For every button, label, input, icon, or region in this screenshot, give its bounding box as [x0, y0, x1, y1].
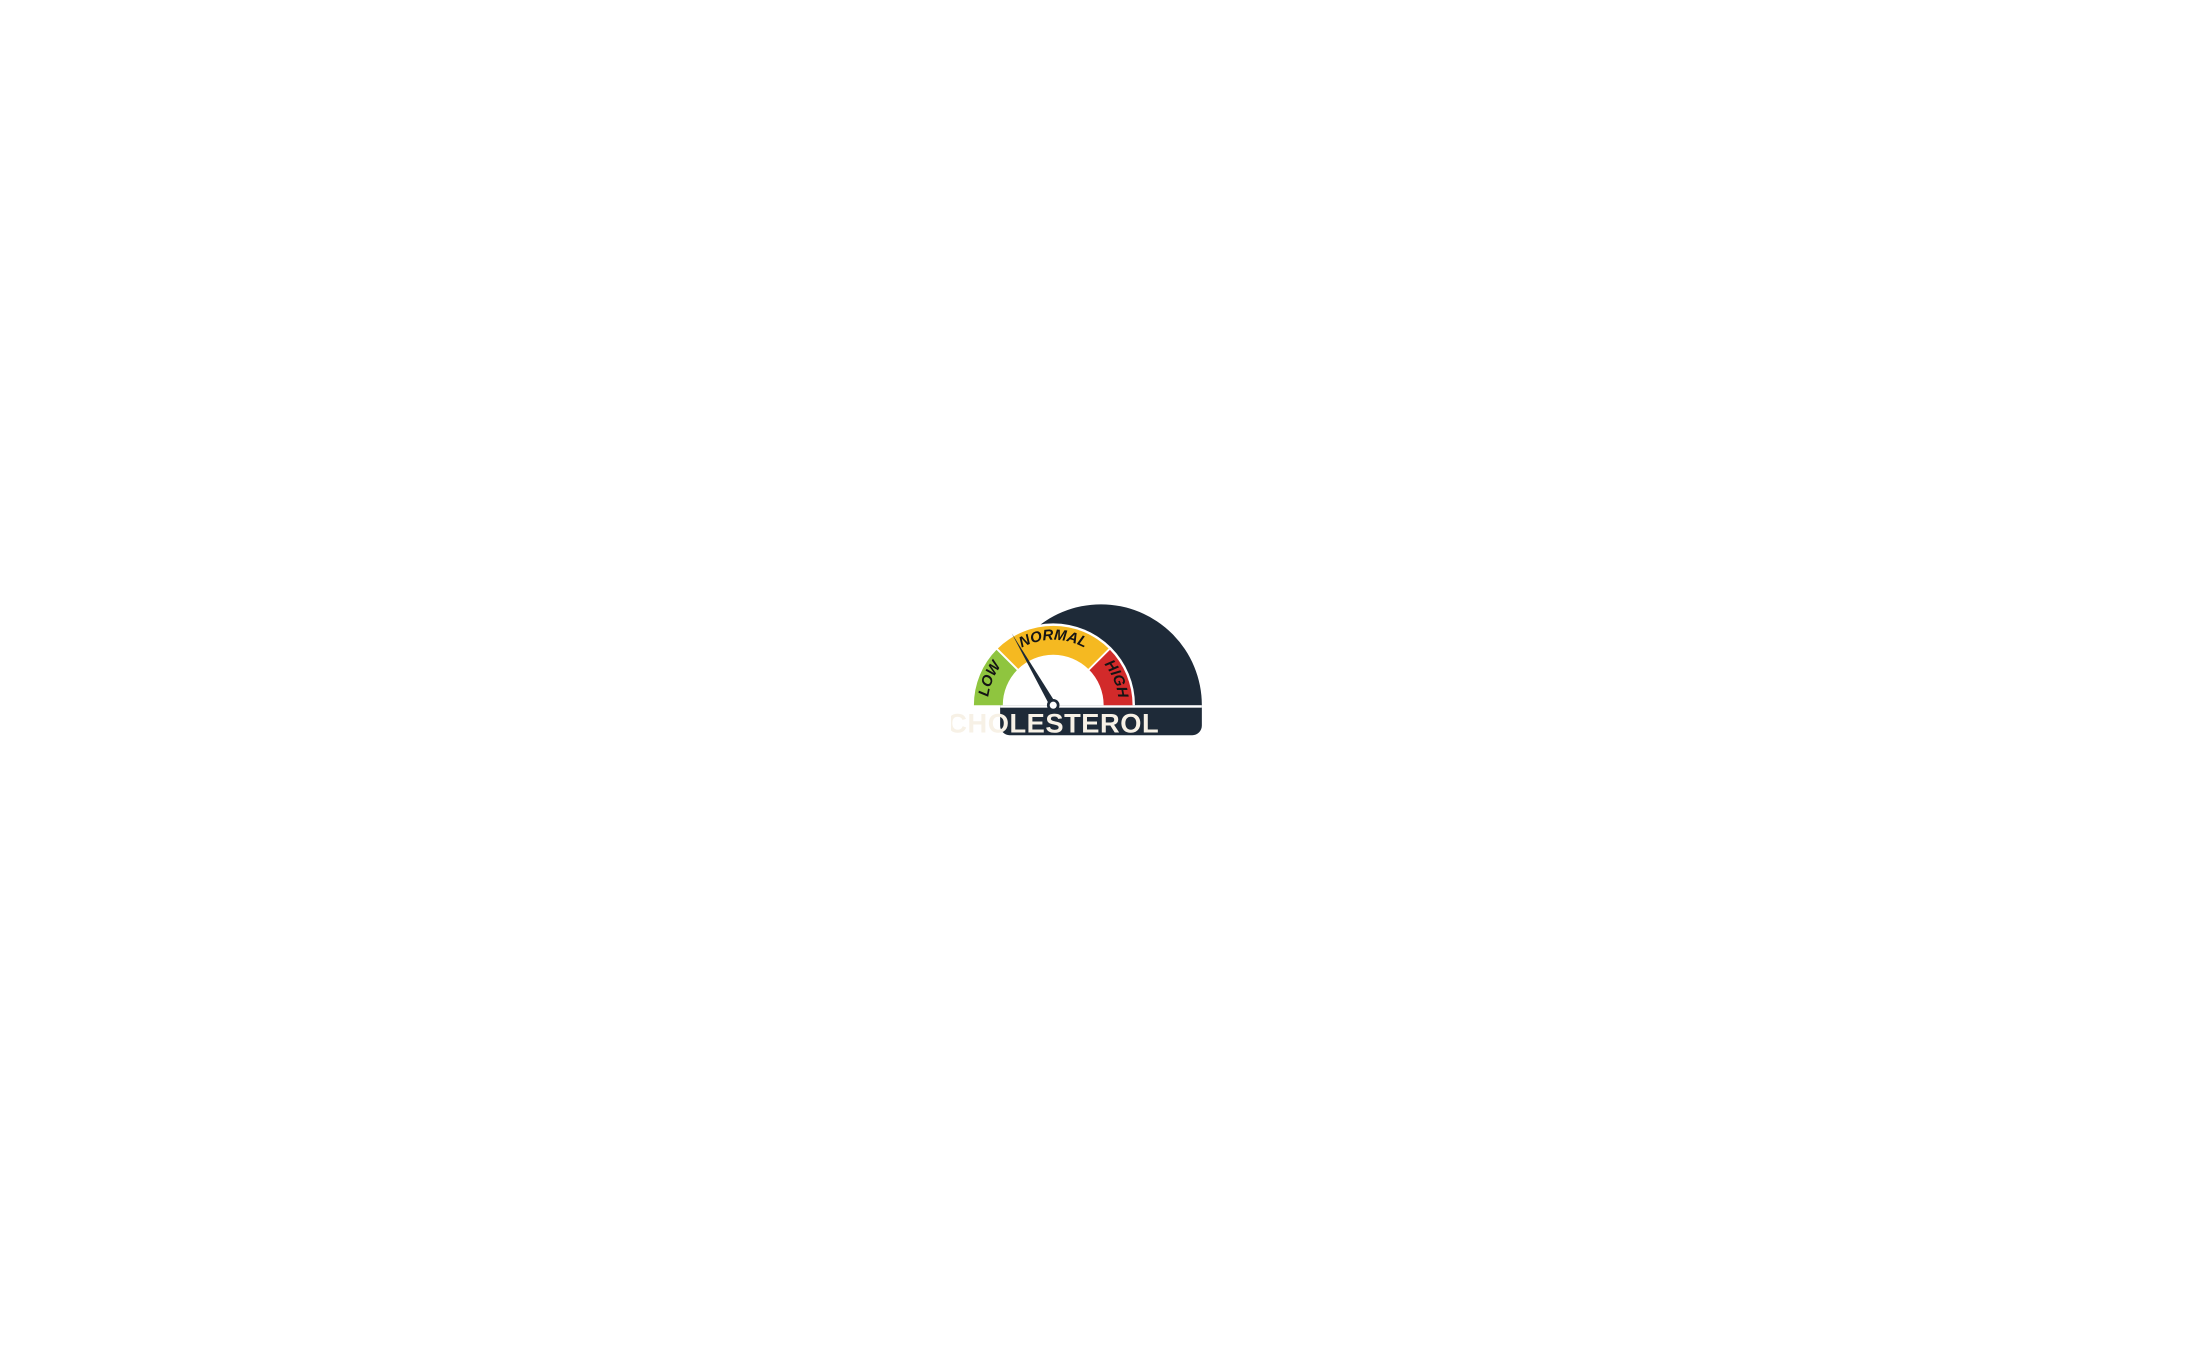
gauge-title: CHOLESTEROL — [951, 708, 1159, 739]
gauge-baseline — [1000, 705, 1202, 707]
gauge-infographic: LOW NORMAL HIGHCHOLESTEROL — [951, 588, 1251, 774]
